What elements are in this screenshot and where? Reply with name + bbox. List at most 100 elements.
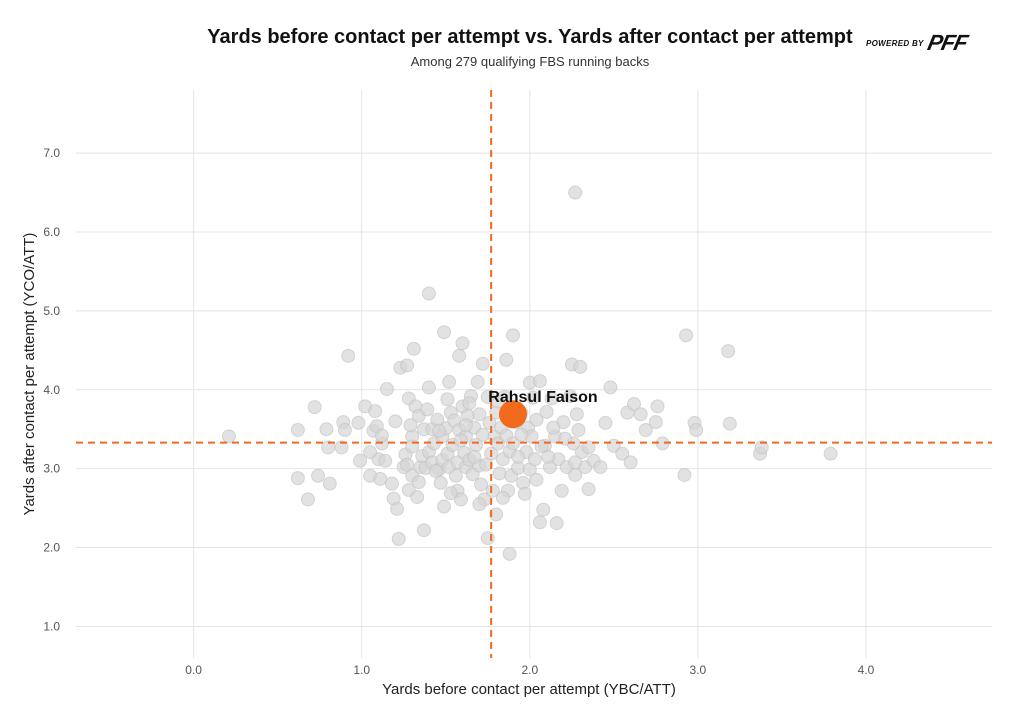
data-point	[472, 497, 487, 512]
data-point	[337, 423, 352, 438]
x-tick-label: 2.0	[521, 663, 538, 677]
data-point	[603, 380, 618, 395]
data-point	[437, 325, 452, 340]
data-point	[527, 452, 542, 467]
data-point	[492, 466, 507, 481]
data-point	[351, 415, 366, 430]
data-point	[593, 460, 608, 475]
data-point	[420, 402, 435, 417]
data-point	[475, 356, 490, 371]
x-axis-label: Yards before contact per attempt (YBC/AT…	[382, 681, 676, 698]
y-tick-label: 5.0	[43, 304, 60, 318]
data-point	[495, 490, 510, 505]
data-point	[482, 415, 497, 430]
data-point	[677, 467, 692, 482]
data-point	[615, 446, 630, 461]
data-point	[541, 449, 556, 464]
data-point	[532, 374, 547, 389]
data-point	[341, 348, 356, 363]
data-point	[322, 476, 337, 491]
data-point	[458, 418, 473, 433]
data-point	[390, 501, 405, 516]
data-point	[290, 471, 305, 486]
data-point	[721, 344, 736, 359]
x-tick-labels: 0.0 1.0 2.0 3.0 4.0	[185, 663, 874, 677]
y-tick-label: 1.0	[43, 619, 60, 633]
data-point	[416, 523, 431, 538]
data-point	[539, 404, 554, 419]
data-point	[581, 440, 596, 455]
data-point	[453, 433, 468, 448]
data-point	[400, 358, 415, 373]
data-point	[571, 423, 586, 438]
data-point	[421, 380, 436, 395]
data-point	[472, 407, 487, 422]
data-point	[480, 531, 495, 546]
data-point	[403, 418, 418, 433]
data-point	[448, 468, 463, 483]
data-point	[467, 449, 482, 464]
data-point	[526, 390, 541, 405]
data-point	[406, 341, 421, 356]
data-point	[470, 374, 485, 389]
chart-title: Yards before contact per attempt vs. Yar…	[207, 26, 853, 48]
data-point	[334, 440, 349, 455]
data-point	[573, 359, 588, 374]
data-point	[440, 392, 455, 407]
data-point	[311, 468, 326, 483]
data-point	[433, 475, 448, 490]
data-point	[489, 507, 504, 522]
data-point	[379, 381, 394, 396]
data-point	[462, 396, 477, 411]
data-point	[474, 477, 489, 492]
data-point	[452, 348, 467, 363]
data-point	[378, 453, 393, 468]
data-point	[400, 457, 415, 472]
highlight-point	[498, 400, 527, 429]
data-point	[598, 415, 613, 430]
data-point	[554, 483, 569, 498]
data-point	[373, 471, 388, 486]
data-point	[679, 328, 694, 343]
data-point	[581, 482, 596, 497]
data-point	[485, 483, 500, 498]
highlight-label: Rahsul Faison	[488, 389, 597, 406]
data-point	[432, 423, 447, 438]
data-point	[505, 328, 520, 343]
data-point	[437, 499, 452, 514]
data-point	[563, 389, 578, 404]
y-tick-label: 7.0	[43, 146, 60, 160]
data-point	[568, 185, 583, 200]
data-point	[689, 423, 704, 438]
y-tick-label: 3.0	[43, 462, 60, 476]
x-tick-label: 3.0	[690, 663, 707, 677]
data-point	[499, 352, 514, 367]
y-tick-label: 4.0	[43, 383, 60, 397]
reference-lines	[76, 90, 992, 658]
data-point	[568, 455, 583, 470]
highlight-group: Rahsul Faison	[488, 389, 598, 429]
data-point	[511, 449, 526, 464]
data-point	[529, 472, 544, 487]
data-point	[549, 516, 564, 531]
data-point	[374, 428, 389, 443]
data-point	[479, 457, 494, 472]
data-point	[754, 440, 769, 455]
data-point	[411, 475, 426, 490]
data-point	[623, 455, 638, 470]
x-tick-label: 4.0	[858, 663, 875, 677]
data-point	[410, 490, 425, 505]
data-point	[221, 429, 236, 444]
grid-lines	[76, 90, 992, 658]
data-point	[353, 453, 368, 468]
data-point	[453, 492, 468, 507]
data-point	[722, 416, 737, 431]
data-point	[569, 407, 584, 422]
y-tick-labels: 1.0 2.0 3.0 4.0 5.0 6.0 7.0	[43, 146, 60, 633]
data-point	[502, 546, 517, 561]
data-point	[290, 423, 305, 438]
data-point	[517, 486, 532, 501]
data-point	[368, 404, 383, 419]
data-point	[455, 336, 470, 351]
